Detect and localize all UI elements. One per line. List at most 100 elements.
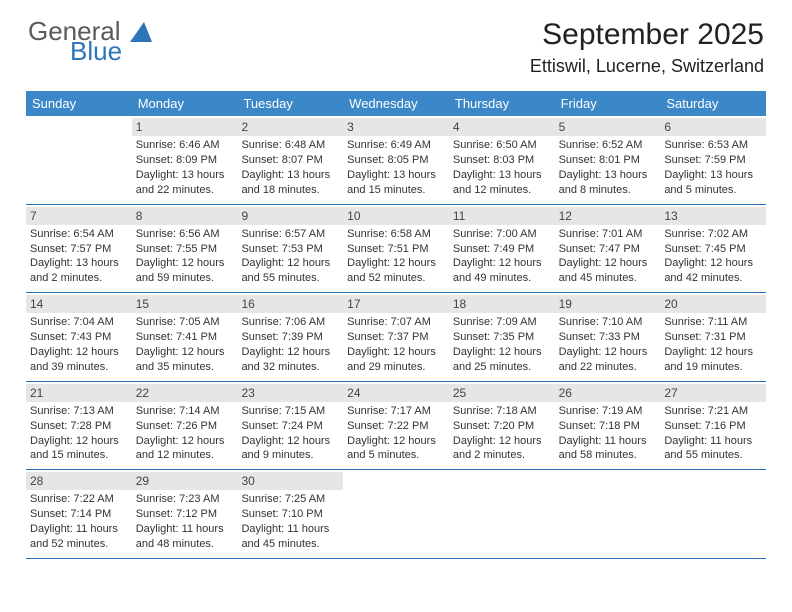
day-number: 15	[132, 295, 238, 313]
sunrise-text: Sunrise: 7:22 AM	[30, 492, 128, 507]
day-number: 30	[237, 472, 343, 490]
day-cell: 2Sunrise: 6:48 AMSunset: 8:07 PMDaylight…	[237, 116, 343, 204]
daylight-text: and 9 minutes.	[241, 448, 339, 463]
week-row: 7Sunrise: 6:54 AMSunset: 7:57 PMDaylight…	[26, 205, 766, 294]
sunrise-text: Sunrise: 7:15 AM	[241, 404, 339, 419]
day-cell: 9Sunrise: 6:57 AMSunset: 7:53 PMDaylight…	[237, 205, 343, 293]
daylight-text: Daylight: 12 hours	[559, 345, 657, 360]
week-row: 14Sunrise: 7:04 AMSunset: 7:43 PMDayligh…	[26, 293, 766, 382]
day-cell: 1Sunrise: 6:46 AMSunset: 8:09 PMDaylight…	[132, 116, 238, 204]
sunset-text: Sunset: 7:47 PM	[559, 242, 657, 257]
daylight-text: and 19 minutes.	[664, 360, 762, 375]
sunrise-text: Sunrise: 6:57 AM	[241, 227, 339, 242]
day-number: 6	[660, 118, 766, 136]
daylight-text: and 39 minutes.	[30, 360, 128, 375]
sunset-text: Sunset: 7:59 PM	[664, 153, 762, 168]
daylight-text: Daylight: 12 hours	[136, 434, 234, 449]
sunset-text: Sunset: 8:07 PM	[241, 153, 339, 168]
daylight-text: Daylight: 13 hours	[136, 168, 234, 183]
sunset-text: Sunset: 7:12 PM	[136, 507, 234, 522]
sunset-text: Sunset: 8:03 PM	[453, 153, 551, 168]
day-cell: 7Sunrise: 6:54 AMSunset: 7:57 PMDaylight…	[26, 205, 132, 293]
day-cell: 27Sunrise: 7:21 AMSunset: 7:16 PMDayligh…	[660, 382, 766, 470]
daylight-text: Daylight: 11 hours	[664, 434, 762, 449]
daylight-text: Daylight: 12 hours	[347, 345, 445, 360]
daylight-text: Daylight: 12 hours	[241, 434, 339, 449]
daylight-text: Daylight: 11 hours	[559, 434, 657, 449]
sunrise-text: Sunrise: 7:05 AM	[136, 315, 234, 330]
daylight-text: Daylight: 13 hours	[241, 168, 339, 183]
day-number: 8	[132, 207, 238, 225]
daylight-text: Daylight: 12 hours	[347, 256, 445, 271]
day-cell: 20Sunrise: 7:11 AMSunset: 7:31 PMDayligh…	[660, 293, 766, 381]
sunset-text: Sunset: 8:01 PM	[559, 153, 657, 168]
daylight-text: Daylight: 12 hours	[664, 256, 762, 271]
day-cell: 17Sunrise: 7:07 AMSunset: 7:37 PMDayligh…	[343, 293, 449, 381]
sunset-text: Sunset: 7:37 PM	[347, 330, 445, 345]
day-number: 11	[449, 207, 555, 225]
sunrise-text: Sunrise: 6:56 AM	[136, 227, 234, 242]
day-cell: 23Sunrise: 7:15 AMSunset: 7:24 PMDayligh…	[237, 382, 343, 470]
day-cell: 19Sunrise: 7:10 AMSunset: 7:33 PMDayligh…	[555, 293, 661, 381]
daylight-text: Daylight: 13 hours	[347, 168, 445, 183]
sunrise-text: Sunrise: 7:04 AM	[30, 315, 128, 330]
sunrise-text: Sunrise: 7:14 AM	[136, 404, 234, 419]
sunset-text: Sunset: 8:09 PM	[136, 153, 234, 168]
day-cell: 14Sunrise: 7:04 AMSunset: 7:43 PMDayligh…	[26, 293, 132, 381]
daylight-text: and 15 minutes.	[347, 183, 445, 198]
day-header-saturday: Saturday	[660, 91, 766, 116]
day-number: 5	[555, 118, 661, 136]
sunset-text: Sunset: 7:33 PM	[559, 330, 657, 345]
day-number: 25	[449, 384, 555, 402]
sunset-text: Sunset: 7:28 PM	[30, 419, 128, 434]
daylight-text: Daylight: 13 hours	[30, 256, 128, 271]
sunset-text: Sunset: 7:22 PM	[347, 419, 445, 434]
day-number: 7	[26, 207, 132, 225]
sunrise-text: Sunrise: 6:52 AM	[559, 138, 657, 153]
day-number: 9	[237, 207, 343, 225]
day-number: 27	[660, 384, 766, 402]
daylight-text: and 29 minutes.	[347, 360, 445, 375]
sunset-text: Sunset: 7:55 PM	[136, 242, 234, 257]
sunrise-text: Sunrise: 7:07 AM	[347, 315, 445, 330]
daylight-text: and 25 minutes.	[453, 360, 551, 375]
daylight-text: and 15 minutes.	[30, 448, 128, 463]
day-number: 2	[237, 118, 343, 136]
sunrise-text: Sunrise: 7:10 AM	[559, 315, 657, 330]
day-cell: 6Sunrise: 6:53 AMSunset: 7:59 PMDaylight…	[660, 116, 766, 204]
daylight-text: Daylight: 11 hours	[241, 522, 339, 537]
day-cell: 30Sunrise: 7:25 AMSunset: 7:10 PMDayligh…	[237, 470, 343, 558]
sunset-text: Sunset: 8:05 PM	[347, 153, 445, 168]
sunrise-text: Sunrise: 7:19 AM	[559, 404, 657, 419]
day-number: 1	[132, 118, 238, 136]
daylight-text: Daylight: 11 hours	[30, 522, 128, 537]
sunrise-text: Sunrise: 7:00 AM	[453, 227, 551, 242]
daylight-text: and 5 minutes.	[664, 183, 762, 198]
day-cell: 5Sunrise: 6:52 AMSunset: 8:01 PMDaylight…	[555, 116, 661, 204]
day-cell: 26Sunrise: 7:19 AMSunset: 7:18 PMDayligh…	[555, 382, 661, 470]
daylight-text: and 2 minutes.	[30, 271, 128, 286]
daylight-text: and 42 minutes.	[664, 271, 762, 286]
day-header-tuesday: Tuesday	[237, 91, 343, 116]
daylight-text: Daylight: 12 hours	[347, 434, 445, 449]
day-number: 20	[660, 295, 766, 313]
daylight-text: and 18 minutes.	[241, 183, 339, 198]
daylight-text: and 22 minutes.	[559, 360, 657, 375]
empty-cell: .	[555, 470, 661, 558]
day-number: 13	[660, 207, 766, 225]
sunrise-text: Sunrise: 7:18 AM	[453, 404, 551, 419]
day-cell: 4Sunrise: 6:50 AMSunset: 8:03 PMDaylight…	[449, 116, 555, 204]
daylight-text: Daylight: 12 hours	[136, 345, 234, 360]
day-header-row: SundayMondayTuesdayWednesdayThursdayFrid…	[26, 91, 766, 116]
sunrise-text: Sunrise: 6:54 AM	[30, 227, 128, 242]
day-number: 4	[449, 118, 555, 136]
sunrise-text: Sunrise: 7:02 AM	[664, 227, 762, 242]
daylight-text: Daylight: 12 hours	[241, 345, 339, 360]
sunset-text: Sunset: 7:16 PM	[664, 419, 762, 434]
day-cell: 8Sunrise: 6:56 AMSunset: 7:55 PMDaylight…	[132, 205, 238, 293]
day-header-sunday: Sunday	[26, 91, 132, 116]
sunrise-text: Sunrise: 6:58 AM	[347, 227, 445, 242]
sunrise-text: Sunrise: 7:23 AM	[136, 492, 234, 507]
daylight-text: and 59 minutes.	[136, 271, 234, 286]
header: General Blue September 2025 Ettiswil, Lu…	[0, 0, 792, 85]
